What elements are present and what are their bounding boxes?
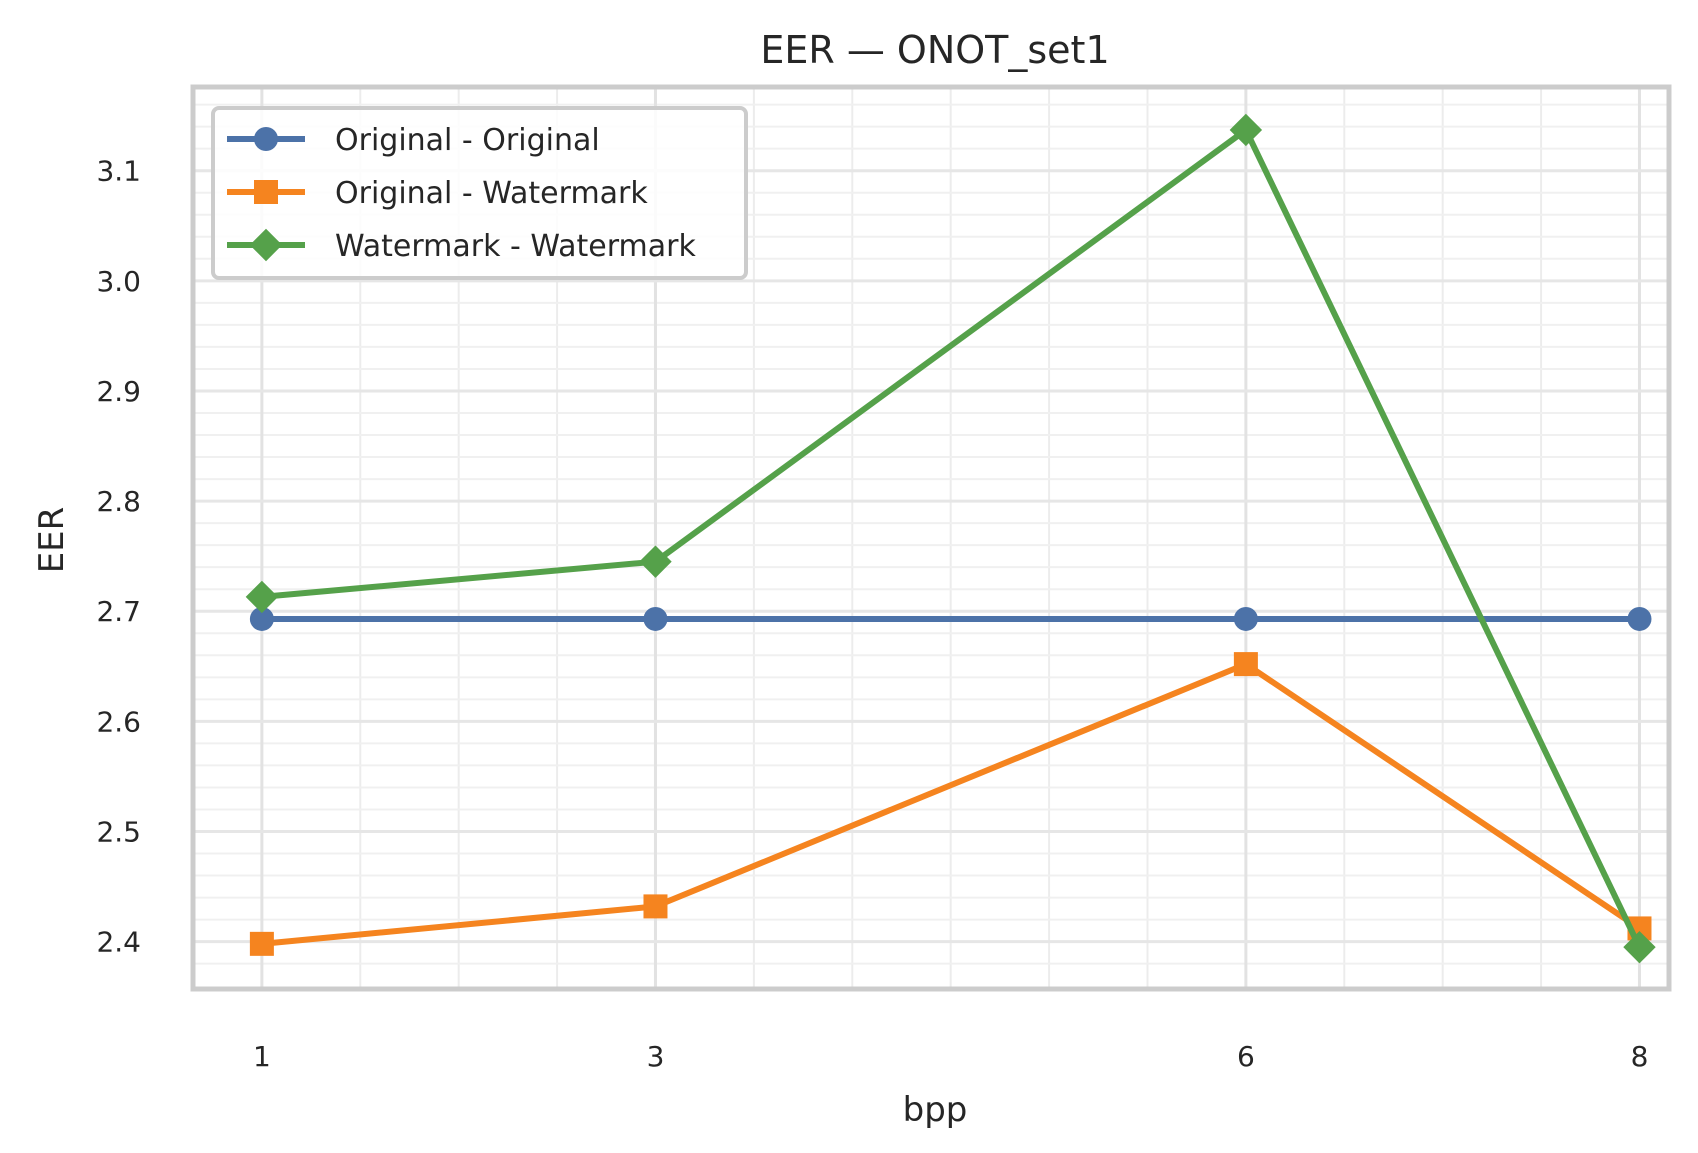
x-tick-label: 6 [1237,1040,1255,1073]
series-line [258,661,1643,947]
y-tick-label: 2.5 [96,816,141,849]
data-point [245,580,279,614]
legend-item: Original - Original [227,123,600,158]
x-tick-label: 8 [1631,1040,1649,1073]
data-point [1229,113,1263,147]
y-tick-label: 3.0 [96,265,141,298]
legend-label: Original - Original [335,123,600,158]
series-layer [245,113,1656,964]
series-3 [245,113,1656,964]
series-line [258,126,1643,951]
x-axis-label: bpp [903,1090,968,1130]
tick-layer: 1 3 6 8 2.4 2.5 2.6 2.7 2.8 2.9 3.0 3.1 [96,155,1648,1073]
series-1 [249,606,1652,631]
legend-label: Watermark - Watermark [335,229,696,264]
legend-item: Watermark - Watermark [227,228,696,264]
legend-label: Original - Watermark [335,176,648,211]
y-tick-label: 3.1 [96,155,141,188]
data-point [639,545,672,578]
x-tick-label: 3 [647,1040,665,1073]
legend-items: Original - Original Original - Watermark W… [227,123,696,264]
data-point [643,606,668,631]
data-point [643,894,668,919]
y-tick-label: 2.4 [96,926,141,959]
legend: Original - Original Original - Watermark W… [211,106,748,280]
legend-marker [254,127,278,151]
plot-frame [190,84,1672,992]
data-point [1233,652,1258,677]
legend-marker [254,180,278,204]
y-tick-label: 2.8 [96,485,141,518]
y-tick-label: 2.9 [96,375,141,408]
chart-title: EER — ONOT_set1 [760,28,1109,72]
data-point [249,931,274,956]
grid-layer [193,87,1669,989]
data-point [1627,606,1652,631]
legend-marker [249,228,283,262]
y-tick-label: 2.6 [96,705,141,738]
x-tick-label: 1 [253,1040,271,1073]
y-axis-label: EER [32,507,72,574]
y-tick-label: 2.7 [96,595,141,628]
data-point [1623,930,1656,964]
legend-box [211,106,748,280]
data-point [249,606,274,631]
data-point [1233,606,1258,631]
legend-item: Original - Watermark [227,176,648,211]
